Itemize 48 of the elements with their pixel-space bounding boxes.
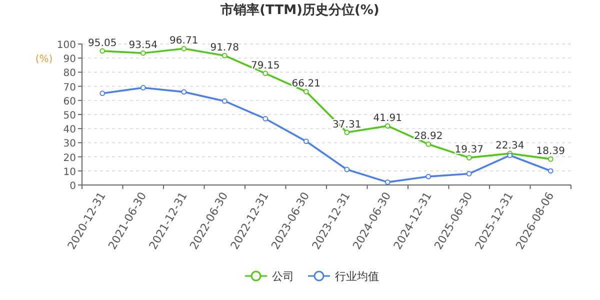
point	[548, 156, 554, 162]
data-label: 19.37	[454, 144, 484, 156]
point	[140, 50, 146, 56]
data-label: 41.91	[373, 112, 402, 124]
point	[181, 89, 187, 95]
point	[100, 48, 106, 54]
point	[384, 123, 390, 129]
y-tick-label: 80	[63, 68, 76, 80]
data-label: 79.15	[251, 60, 280, 72]
point	[548, 168, 554, 174]
y-tick-label: 70	[63, 82, 76, 94]
point	[222, 98, 228, 104]
data-label: 22.34	[496, 140, 524, 152]
point	[262, 70, 268, 76]
y-tick-label: 30	[63, 138, 76, 150]
point	[426, 142, 432, 147]
point	[303, 138, 309, 144]
data-label: 18.39	[536, 146, 565, 158]
data-label: 96.71	[170, 36, 198, 47]
point	[344, 130, 350, 136]
point	[466, 154, 472, 160]
y-tick-label: 100	[56, 40, 76, 51]
point	[344, 166, 350, 172]
point	[384, 179, 390, 185]
y-tick-label: 20	[63, 152, 76, 164]
legend-label: 公司	[272, 270, 294, 283]
y-tick-label: 90	[63, 54, 76, 66]
point	[262, 116, 268, 122]
y-tick-label: 40	[63, 124, 76, 136]
data-label: 66.21	[292, 78, 320, 90]
point	[466, 171, 472, 176]
y-tick-label: 0	[70, 181, 76, 192]
point	[181, 46, 187, 52]
data-label: 95.05	[88, 38, 117, 49]
data-label: 28.92	[414, 131, 443, 142]
y-tick-label: 60	[63, 96, 76, 108]
y-axis-title: (%)	[35, 54, 53, 66]
data-label: 91.78	[210, 42, 239, 54]
data-label: 93.54	[128, 40, 158, 52]
y-tick-label: 50	[63, 110, 76, 122]
legend-label: 行业均值	[335, 270, 379, 283]
point	[140, 85, 146, 90]
y-tick-label: 10	[63, 166, 76, 178]
point	[426, 174, 432, 180]
point	[222, 52, 228, 58]
point	[303, 88, 309, 94]
chart-title: 市销率(TTM)历史分位(%)	[220, 2, 380, 18]
point	[100, 90, 106, 96]
